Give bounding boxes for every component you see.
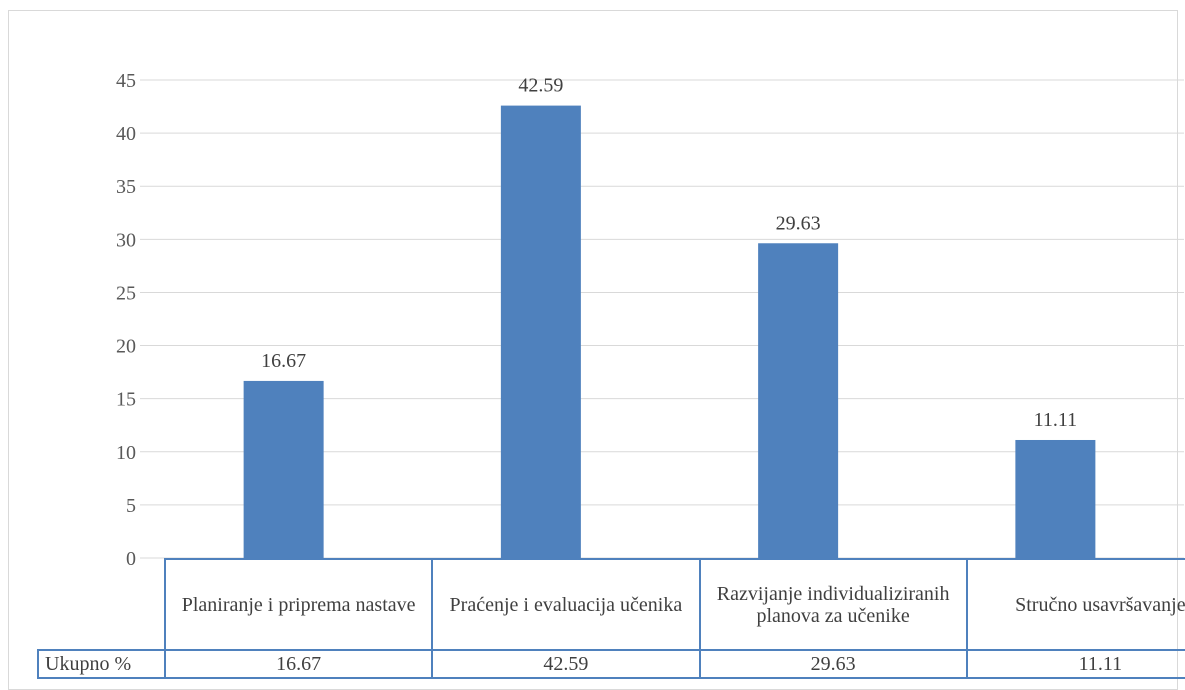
data-table-value: 16.67 bbox=[163, 649, 434, 679]
category-label: Stručno usavršavanje bbox=[965, 558, 1185, 651]
data-table-value: 29.63 bbox=[698, 649, 968, 679]
y-tick-label: 20 bbox=[116, 336, 136, 358]
data-table: Planiranje i priprema nastave Praćenje i… bbox=[37, 558, 1185, 679]
bar bbox=[500, 105, 581, 559]
data-table-header-row: Planiranje i priprema nastave Praćenje i… bbox=[38, 558, 1185, 651]
data-table-value: 42.59 bbox=[431, 649, 701, 679]
category-label: Razvijanje individualiziranih planova za… bbox=[698, 558, 968, 651]
data-labels: 16.67 42.59 29.63 11.11 bbox=[261, 75, 1077, 431]
bar bbox=[758, 243, 839, 558]
y-tick-label: 40 bbox=[116, 123, 136, 145]
y-tick-label: 10 bbox=[116, 442, 136, 464]
y-tick-label: 15 bbox=[116, 389, 136, 411]
data-table-row-header: Ukupno % bbox=[37, 649, 166, 679]
data-label: 16.67 bbox=[261, 350, 306, 372]
data-table-corner bbox=[38, 559, 166, 651]
y-tick-label: 35 bbox=[116, 176, 136, 198]
data-label: 29.63 bbox=[776, 212, 821, 234]
bars bbox=[243, 105, 1096, 559]
category-label: Planiranje i priprema nastave bbox=[163, 558, 434, 651]
bar bbox=[1015, 439, 1096, 558]
y-tick-label: 25 bbox=[116, 282, 136, 304]
y-tick-label: 30 bbox=[116, 229, 136, 251]
category-label: Praćenje i evaluacija učenika bbox=[431, 558, 701, 651]
data-label: 42.59 bbox=[518, 75, 563, 97]
bar bbox=[243, 380, 324, 558]
data-table-value: 11.11 bbox=[965, 649, 1185, 679]
data-label: 11.11 bbox=[1034, 409, 1078, 431]
y-tick-label: 5 bbox=[126, 495, 136, 517]
data-table-value-row: Ukupno % 16.67 42.59 29.63 11.11 bbox=[37, 649, 1185, 679]
y-tick-label: 45 bbox=[116, 70, 136, 92]
